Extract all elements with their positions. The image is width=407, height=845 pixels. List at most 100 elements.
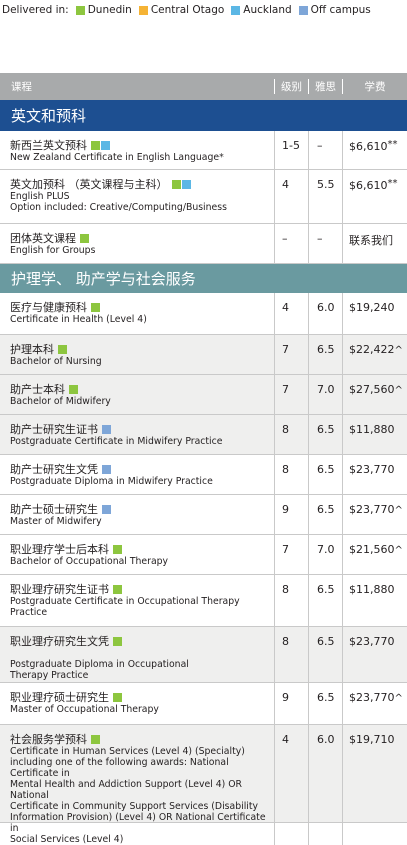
dunedin-location-marker — [58, 345, 67, 354]
fee-cell: $22,422^ — [343, 335, 407, 374]
program-name-cn: 职业理疗研究生证书 — [10, 583, 270, 596]
fee-value: $22,422 — [349, 343, 395, 356]
fee-cell: $23,770 — [343, 627, 407, 682]
program-cell: 职业理疗研究生文凭 Postgraduate Diploma in Occupat… — [0, 627, 275, 682]
program-name-cn-text: 助产士研究生文凭 — [10, 463, 98, 476]
fee-value: $27,560 — [349, 383, 395, 396]
program-name-en: Certificate in Human Services (Level 4) … — [10, 746, 245, 757]
fee-cell: $6,610** — [343, 131, 407, 169]
program-name-cn: 助产士研究生文凭 — [10, 463, 270, 476]
program-name-cn-text: 英文加预科 （英文课程与主科） — [10, 178, 168, 191]
program-name-cn-text: 职业理疗学士后本科 — [10, 543, 109, 556]
level-cell: 8 — [275, 415, 309, 454]
fee-value: $23,770 — [349, 463, 395, 476]
program-name-en: Postgraduate Certificate in Midwifery Pr… — [10, 436, 223, 447]
ielts-cell: 6.5 — [309, 335, 343, 374]
auckland-location-marker — [101, 141, 110, 150]
fee-footnote-marker: ^ — [394, 545, 403, 556]
fee-cell: $11,880 — [343, 415, 407, 454]
ielts-cell: 6.5 — [309, 575, 343, 626]
dunedin-location-marker — [113, 637, 122, 646]
ielts-cell: 6.5 — [309, 455, 343, 494]
level-cell: 7 — [275, 335, 309, 374]
program-name-en: Postgraduate Diploma in Occupational — [10, 659, 189, 670]
program-name-cn: 新西兰英文预科 — [10, 139, 270, 152]
level-cell: 9 — [275, 495, 309, 534]
legend-item-auckland: Auckland — [231, 4, 292, 16]
table-row: 助产士研究生文凭 Postgraduate Diploma in Midwifer… — [0, 455, 407, 495]
program-cell: 社会服务学预科 Certificate in Human Services (Le… — [0, 725, 275, 845]
program-name-cn-text: 助产士本科 — [10, 383, 65, 396]
fee-footnote-marker: ** — [387, 139, 398, 150]
table-row: 职业理疗研究生证书 Postgraduate Certificate in Occ… — [0, 575, 407, 627]
header-program: 课程 — [0, 79, 275, 94]
program-name-cn: 助产士硕士研究生 — [10, 503, 270, 516]
fee-cell: $23,770^ — [343, 495, 407, 534]
section-header: 英文和预科 — [0, 100, 407, 131]
program-name-en: Mental Health and Addiction Support (Lev… — [10, 779, 243, 801]
level-cell: 4 — [275, 170, 309, 223]
fee-value: $23,770 — [349, 635, 395, 648]
legend-item-central-otago: Central Otago — [138, 4, 225, 16]
program-name-en: including one of the following awards: N… — [10, 757, 229, 779]
fee-value: $6,610 — [349, 140, 388, 153]
off-campus-location-marker — [102, 425, 111, 434]
program-name-en: Bachelor of Midwifery — [10, 396, 111, 407]
central-otago-swatch — [138, 5, 148, 15]
off-campus-location-marker — [102, 465, 111, 474]
dunedin-location-marker — [69, 385, 78, 394]
level-cell: 4 — [275, 293, 309, 334]
spacer — [0, 20, 407, 73]
program-name-en: Practice — [10, 607, 48, 618]
program-name-cn: 团体英文课程 — [10, 232, 270, 245]
program-name-en: Option included: Creative/Computing/Busi… — [10, 202, 227, 213]
legend-text: Dunedin — [87, 4, 132, 16]
fee-cell: $27,560^ — [343, 375, 407, 414]
level-cell: 8 — [275, 455, 309, 494]
program-cell: 新西兰英文预科 New Zealand Certificate in Englis… — [0, 131, 275, 169]
program-name-cn: 职业理疗硕士研究生 — [10, 691, 270, 704]
fee-cell: $19,240 — [343, 293, 407, 334]
program-cell: 助产士本科 Bachelor of Midwifery — [0, 375, 275, 414]
program-name-en: Postgraduate Certificate in Occupational… — [10, 596, 240, 607]
fee-value: $23,770 — [349, 503, 395, 516]
program-name-cn-text: 护理本科 — [10, 343, 54, 356]
program-cell: 助产士研究生文凭 Postgraduate Diploma in Midwifer… — [0, 455, 275, 494]
ielts-cell: 6.5 — [309, 415, 343, 454]
program-name-en — [10, 648, 270, 659]
legend-text: Off campus — [310, 4, 371, 16]
dunedin-location-marker — [113, 585, 122, 594]
program-name-en: Bachelor of Nursing — [10, 356, 102, 367]
dunedin-location-marker — [113, 693, 122, 702]
header-fee: 学费 — [364, 81, 386, 93]
ielts-cell: 6.5 — [309, 627, 343, 682]
table-row: 职业理疗硕士研究生 Master of Occupational Therapy 9… — [0, 683, 407, 725]
table-row: 团体英文课程 English for Groups – – 联系我们 — [0, 224, 407, 264]
dunedin-location-marker — [91, 141, 100, 150]
program-name-cn-text: 社会服务学预科 — [10, 733, 87, 746]
level-cell: 8 — [275, 575, 309, 626]
level-cell: 4 — [275, 725, 309, 845]
program-name-cn: 医疗与健康预科 — [10, 301, 270, 314]
fee-value: $19,710 — [349, 733, 395, 746]
legend-text: Central Otago — [150, 4, 225, 16]
dunedin-swatch — [75, 5, 85, 15]
program-name-en: Certificate in Community Support Service… — [10, 801, 259, 812]
program-name-cn: 护理本科 — [10, 343, 270, 356]
program-name-cn-text: 医疗与健康预科 — [10, 301, 87, 314]
fee-cell: 联系我们 — [343, 224, 407, 263]
fee-footnote-marker: ** — [387, 178, 398, 189]
program-name-en: English PLUS — [10, 191, 70, 202]
auckland-location-marker — [181, 180, 191, 189]
dunedin-location-marker — [80, 234, 89, 243]
ielts-cell: 7.0 — [309, 535, 343, 574]
program-cell: 助产士硕士研究生 Master of Midwifery — [0, 495, 275, 534]
program-name-cn-text: 职业理疗研究生文凭 — [10, 635, 109, 648]
program-cell: 英文加预科 （英文课程与主科） English PLUS Option includ… — [0, 170, 275, 223]
program-name-cn-text: 职业理疗研究生证书 — [10, 583, 109, 596]
legend-label: Delivered in: — [2, 4, 69, 16]
off-campus-swatch — [298, 5, 308, 15]
table-row: 英文加预科 （英文课程与主科） English PLUS Option includ… — [0, 170, 407, 224]
fee-cell: $19,710 — [343, 725, 407, 845]
legend-item-dunedin: Dunedin — [75, 4, 132, 16]
